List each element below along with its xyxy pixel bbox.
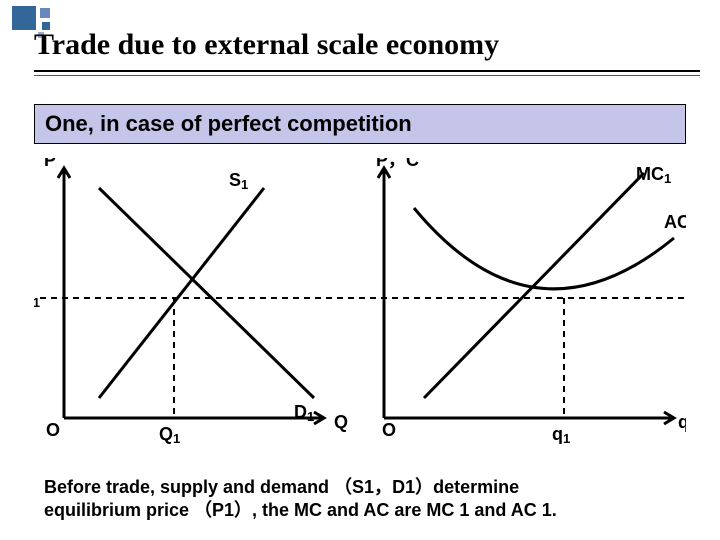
mc-line: [424, 173, 644, 398]
title-underline: [0, 70, 720, 76]
demand-label: D1: [294, 402, 314, 424]
charts-svg: P S1 D1 P1 O Q1 Q P，C MC1 AC1 O: [34, 158, 686, 458]
q1r-label: q1: [552, 424, 570, 446]
footnote: Before trade, supply and demand （S1，D1）d…: [44, 476, 557, 523]
left-chart: P S1 D1 P1 O Q1 Q: [34, 158, 348, 446]
supply-line: [99, 188, 264, 398]
demand-line: [99, 188, 314, 398]
subtitle-text: One, in case of perfect competition: [45, 111, 412, 136]
right-y-label: P，C: [376, 158, 419, 170]
left-x-label: Q: [334, 412, 348, 432]
right-chart: P，C MC1 AC1 O q1 q: [376, 158, 686, 446]
q1-label: Q1: [159, 424, 180, 446]
left-origin-label: O: [46, 420, 60, 440]
p1-label: P1: [34, 288, 40, 310]
right-x-label: q: [678, 412, 686, 432]
ac-label: AC1: [664, 212, 686, 234]
left-y-label: P: [44, 158, 56, 170]
mc-label: MC1: [636, 164, 671, 186]
footnote-line2: equilibrium price （P1）, the MC and AC ar…: [44, 499, 557, 522]
page-title: Trade due to external scale economy: [34, 28, 499, 62]
right-origin-label: O: [382, 420, 396, 440]
charts-container: P S1 D1 P1 O Q1 Q P，C MC1 AC1 O: [34, 158, 686, 458]
subtitle-box: One, in case of perfect competition: [34, 104, 686, 144]
footnote-line1: Before trade, supply and demand （S1，D1）d…: [44, 476, 557, 499]
supply-label: S1: [229, 170, 248, 192]
